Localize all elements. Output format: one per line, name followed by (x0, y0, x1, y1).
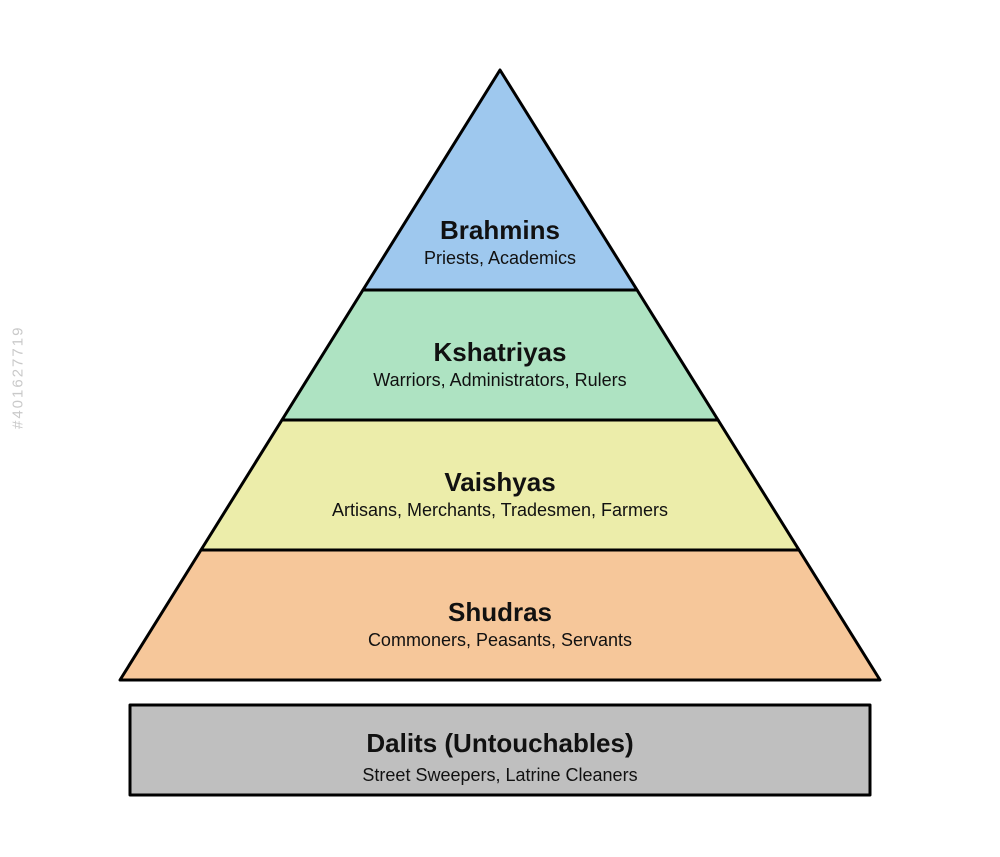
pyramid-layer-4 (120, 550, 880, 680)
pyramid-layer-1 (363, 70, 637, 290)
pyramid-svg (0, 0, 1000, 857)
pyramid-layer-2 (282, 290, 718, 420)
base-box (130, 705, 870, 795)
stock-watermark: #401627719 (10, 325, 27, 428)
pyramid-layer-3 (201, 420, 799, 550)
diagram-stage: Brahmins Priests, Academics Kshatriyas W… (0, 0, 1000, 857)
